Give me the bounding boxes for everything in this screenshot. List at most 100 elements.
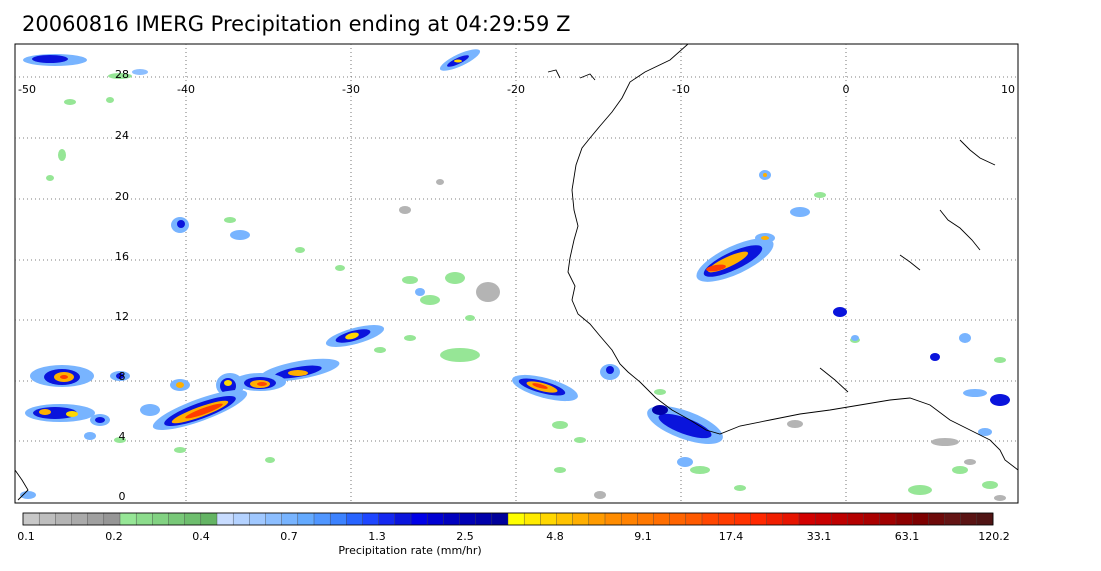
colorbar-swatch [362, 512, 380, 526]
colorbar-label: 17.4 [719, 530, 744, 543]
rain-cell-n-atlantic [439, 49, 481, 71]
colorbar-swatch [313, 512, 331, 526]
colorbar-swatch [475, 512, 493, 526]
rain-cell-nw [23, 54, 148, 79]
colorbar-swatch [782, 512, 800, 526]
colorbar-swatch [71, 512, 89, 526]
colorbar-swatch [588, 512, 606, 526]
colorbar-title: Precipitation rate (mm/hr) [338, 544, 481, 557]
lon-label: -10 [672, 83, 690, 96]
colorbar-swatch [265, 512, 283, 526]
moderate-rain-cells [20, 170, 1010, 499]
colorbar-swatch [378, 512, 396, 526]
colorbar-label: 120.2 [978, 530, 1010, 543]
lat-label: 20 [115, 190, 129, 203]
longitude-labels: -50 -40 -30 -20 -10 0 10 [18, 83, 1015, 96]
precipitation-field [20, 49, 1010, 501]
colorbar-swatch [976, 512, 994, 526]
colorbar-swatch [135, 512, 153, 526]
rain-cell-west-edge [25, 365, 110, 440]
colorbar-swatch [184, 512, 202, 526]
rain-cell-coast [512, 374, 578, 402]
lat-label: 28 [115, 68, 129, 81]
lon-label: -30 [342, 83, 360, 96]
colorbar-label: 0.2 [105, 530, 123, 543]
colorbar-swatch [216, 512, 234, 526]
lat-label: 0 [119, 490, 126, 503]
colorbar-swatch [750, 512, 768, 526]
rain-band-southwest [110, 371, 248, 430]
colorbar [22, 512, 994, 526]
colorbar-swatch [103, 512, 121, 526]
colorbar-swatch [152, 512, 170, 526]
map-frame [14, 43, 1019, 504]
colorbar-swatch [879, 512, 897, 526]
colorbar-swatch [168, 512, 186, 526]
rain-cell-sahel [696, 233, 775, 282]
colorbar-swatch [701, 512, 719, 526]
colorbar-swatch [443, 512, 460, 526]
colorbar-swatch [87, 512, 105, 526]
colorbar-swatch [507, 512, 525, 526]
colorbar-swatch [847, 512, 865, 526]
colorbar-swatch [717, 512, 735, 526]
lon-label: 10 [1001, 83, 1015, 96]
latitude-labels: 28 24 20 16 12 8 4 0 [115, 68, 129, 503]
colorbar-labels: 0.1 0.2 0.4 0.7 1.3 2.5 4.8 9.1 17.4 33.… [17, 530, 1010, 543]
colorbar-swatch [669, 512, 687, 526]
lon-label: -40 [177, 83, 195, 96]
colorbar-swatch [38, 512, 56, 526]
colorbar-swatch [410, 512, 428, 526]
colorbar-label: 33.1 [807, 530, 832, 543]
colorbar-swatch [944, 512, 962, 526]
colorbar-swatch [329, 512, 347, 526]
colorbar-swatch [523, 512, 541, 526]
colorbar-label: 63.1 [895, 530, 920, 543]
colorbar-swatch [863, 512, 881, 526]
colorbar-swatch [798, 512, 816, 526]
colorbar-swatch [459, 512, 477, 526]
lon-label: -50 [18, 83, 36, 96]
lat-label: 8 [119, 370, 126, 383]
colorbar-swatch [734, 512, 752, 526]
colorbar-swatch [572, 512, 590, 526]
colorbar-swatch [249, 512, 267, 526]
lon-label: -20 [507, 83, 525, 96]
colorbar-swatch [491, 512, 509, 526]
rain-cell-gulf-guinea [647, 405, 723, 444]
colorbar-swatch [540, 512, 558, 526]
colorbar-swatch [22, 512, 40, 526]
colorbar-swatch [928, 512, 946, 526]
map-title: 20060816 IMERG Precipitation ending at 0… [22, 12, 571, 36]
colorbar-swatch [394, 512, 412, 526]
colorbar-swatch [960, 512, 978, 526]
colorbar-swatch [426, 512, 444, 526]
colorbar-swatch [297, 512, 315, 526]
colorbar-swatch [895, 512, 913, 526]
colorbar-label: 9.1 [634, 530, 652, 543]
colorbar-swatch [766, 512, 784, 526]
lat-label: 24 [115, 129, 129, 142]
rain-band-central [216, 325, 385, 397]
colorbar-swatch [831, 512, 849, 526]
coastline [15, 44, 1018, 501]
colorbar-label: 1.3 [368, 530, 386, 543]
lat-label: 12 [115, 310, 129, 323]
colorbar-label: 4.8 [546, 530, 564, 543]
colorbar-swatch [685, 512, 703, 526]
colorbar-label: 0.1 [17, 530, 35, 543]
lat-label: 16 [115, 250, 129, 263]
light-rain-scatter [46, 97, 1006, 495]
colorbar-swatch [637, 512, 655, 526]
colorbar-swatch [232, 512, 250, 526]
colorbar-swatch [119, 512, 137, 526]
colorbar-swatch [814, 512, 832, 526]
graticule [15, 44, 1018, 503]
lat-label: 4 [119, 430, 126, 443]
colorbar-swatch [200, 512, 218, 526]
colorbar-swatch [911, 512, 929, 526]
colorbar-swatch [556, 512, 574, 526]
lon-label: 0 [843, 83, 850, 96]
colorbar-swatch [653, 512, 671, 526]
